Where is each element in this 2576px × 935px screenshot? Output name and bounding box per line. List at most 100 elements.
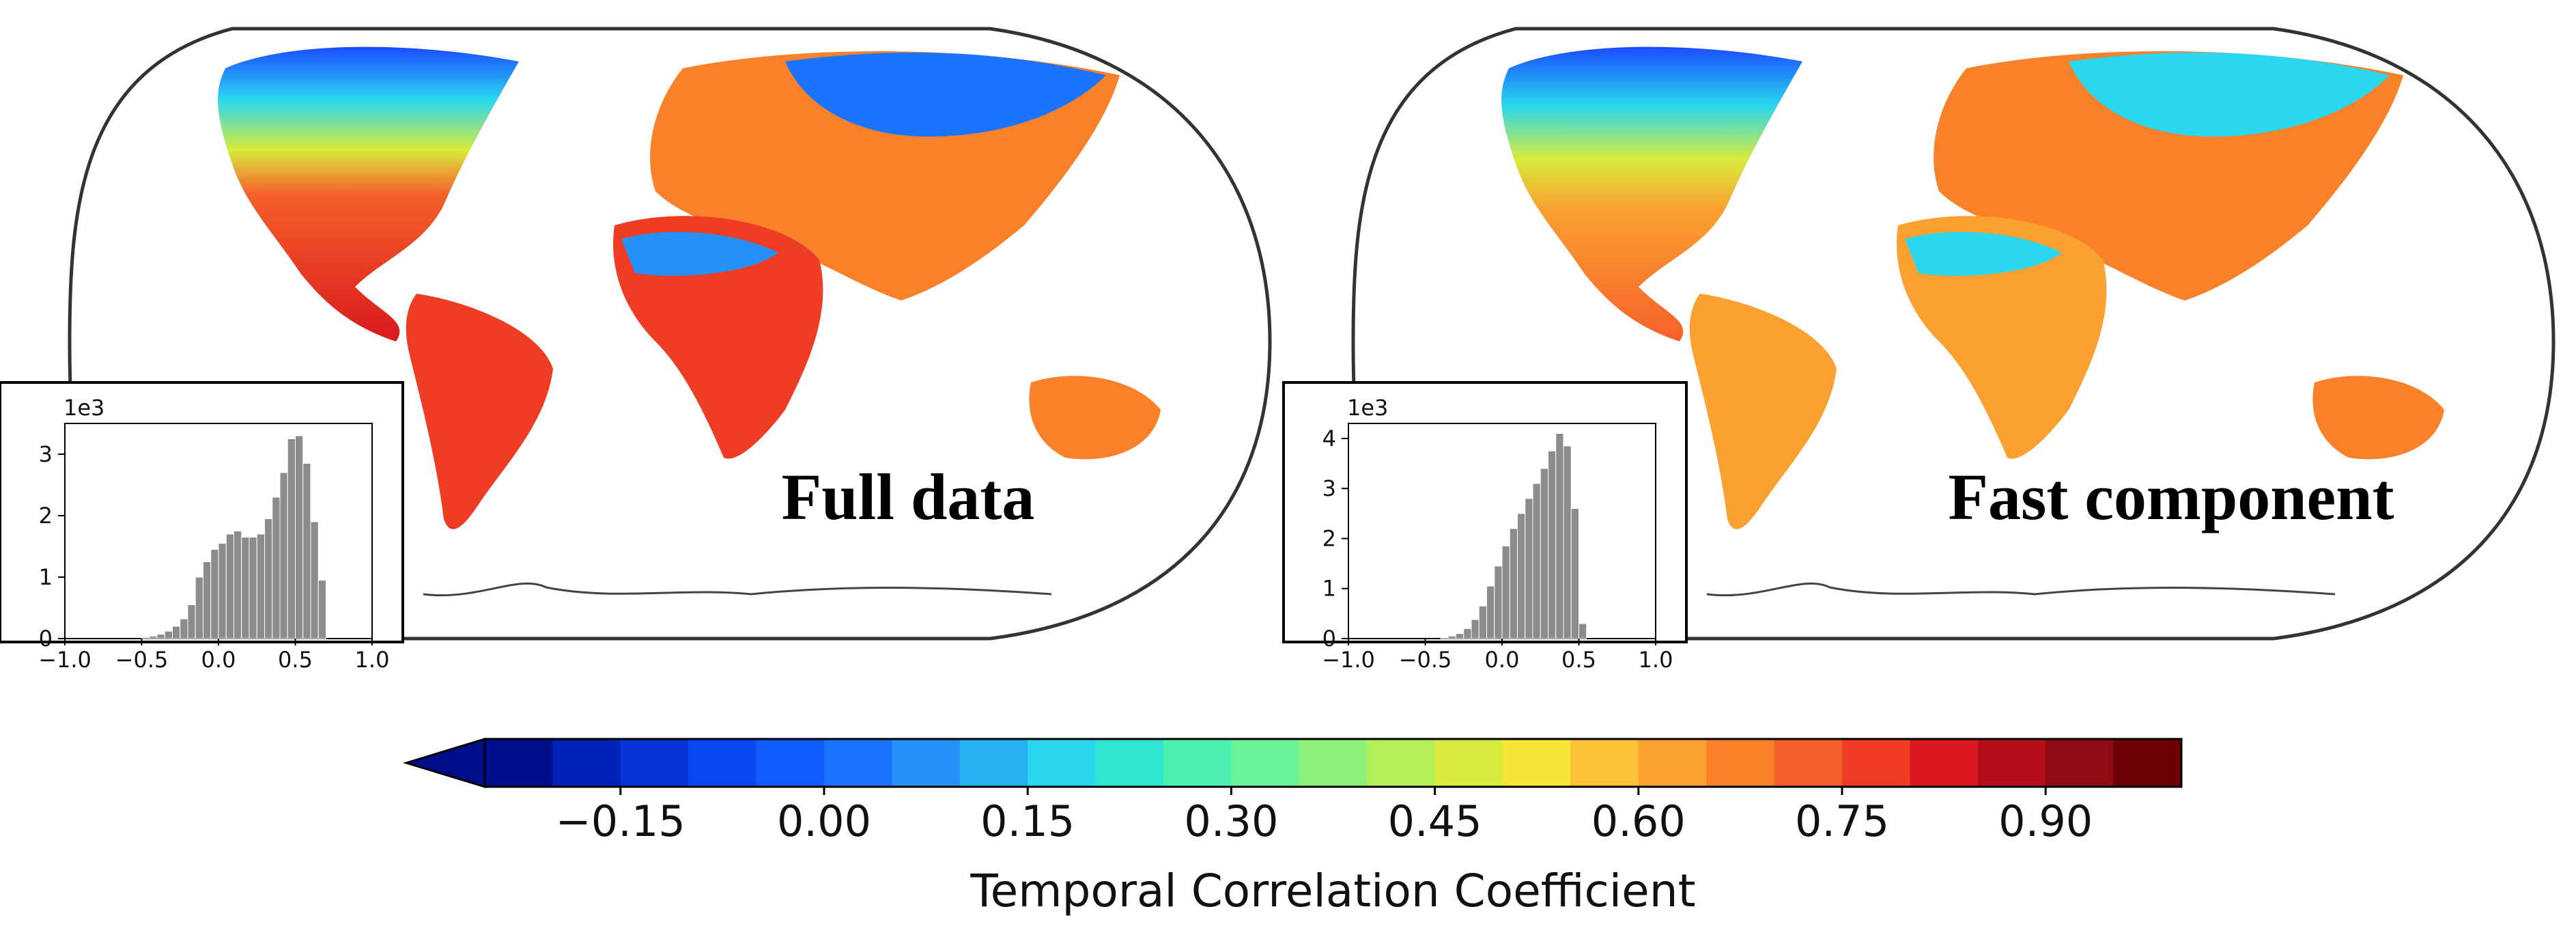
x-tick-label: 0.5 <box>278 647 313 673</box>
histogram-bar <box>310 521 319 639</box>
colorbar-tick-label: 0.75 <box>1795 796 1889 846</box>
map-full-data: Full data −1.0 −0.5 0.0 0.5 1.0 0 1 2 3 1e3 <box>0 27 1272 673</box>
histogram-bar <box>195 576 203 639</box>
africa-landmass <box>613 216 823 459</box>
histogram-bar <box>1440 637 1449 639</box>
histogram-bar <box>156 634 165 639</box>
histogram-inset-frame <box>1282 381 1688 643</box>
y-tick-label: 0 <box>39 626 53 652</box>
panel-title: Fast component <box>1948 460 2394 533</box>
x-tick-label: −1.0 <box>38 647 91 673</box>
histogram-bar <box>180 618 188 639</box>
histogram-bar <box>164 630 173 639</box>
colorbar-segment <box>688 739 757 787</box>
histogram-bar <box>203 561 212 639</box>
australia-landmass <box>1029 376 1161 460</box>
panel-fast-component: Fast component −1.0 −0.5 0.0 0.5 1.0 0 1 2 3 4 1e3 <box>1282 0 2576 683</box>
histogram-bar <box>295 435 304 639</box>
x-tick-label: 0.0 <box>201 647 236 673</box>
y-scale-label: 1e3 <box>63 395 104 421</box>
histogram-bar <box>287 438 296 639</box>
south-america-landmass <box>1689 294 1837 529</box>
histogram-bar <box>279 472 288 639</box>
histogram-bar <box>1525 498 1533 639</box>
colorbar-tick-label: 0.60 <box>1591 796 1686 846</box>
histogram-bar <box>172 626 181 639</box>
histogram-bar <box>302 463 311 639</box>
y-tick-label: 2 <box>1322 525 1336 551</box>
y-tick-label: 3 <box>39 441 53 467</box>
histogram-bar <box>1563 445 1572 639</box>
histogram-full-data: −1.0 −0.5 0.0 0.5 1.0 0 1 2 3 1e3 <box>38 395 389 673</box>
histogram-bar <box>1509 528 1518 639</box>
histogram-bar <box>272 497 281 639</box>
histogram-bar <box>1579 623 1587 639</box>
colorbar-segment <box>2046 739 2114 787</box>
histogram-bar <box>264 518 273 639</box>
histogram-bar <box>233 531 242 639</box>
sahara-region <box>621 232 778 276</box>
histogram-bar <box>1471 619 1480 639</box>
y-tick-label: 2 <box>39 503 53 529</box>
colorbar-frame <box>483 738 2183 788</box>
colorbar-segment <box>1842 739 1910 787</box>
histogram-bar <box>187 604 196 639</box>
colorbar-tick-label: 0.15 <box>980 796 1075 846</box>
y-tick-label: 3 <box>1322 475 1336 501</box>
y-scale-label: 1e3 <box>1347 395 1388 421</box>
colorbar-segment <box>2113 739 2182 787</box>
africa-landmass <box>1897 216 2107 459</box>
colorbar-tick-label: 0.00 <box>777 796 871 846</box>
panel-title: Full data <box>782 460 1035 533</box>
siberia-region <box>2069 52 2390 137</box>
histogram-bar <box>225 533 234 639</box>
histogram-bar <box>1463 628 1472 639</box>
y-tick-label: 1 <box>1322 576 1336 602</box>
north-america-landmass <box>218 46 519 342</box>
colorbar-svg: −0.15 0.00 0.15 0.30 0.45 0.60 0.75 0.90 Tempora… <box>402 737 2183 917</box>
histogram-bar <box>1540 468 1548 639</box>
map-fast-component: Fast component −1.0 −0.5 0.0 0.5 1.0 0 1 2 3 4 1e3 <box>1282 27 2556 673</box>
colorbar-label: Temporal Correlation Coefficient <box>970 865 1696 917</box>
histogram-bar <box>256 533 265 639</box>
histogram-bar <box>1532 483 1541 639</box>
colorbar-segment <box>1570 739 1639 787</box>
histogram-bar <box>1548 450 1557 639</box>
colorbar-segment <box>959 739 1028 787</box>
histogram-fast-component: −1.0 −0.5 0.0 0.5 1.0 0 1 2 3 4 1e3 <box>1322 395 1673 673</box>
colorbar-segment <box>485 739 553 787</box>
x-tick-label: −0.5 <box>115 647 169 673</box>
histogram-bar <box>1501 545 1510 639</box>
histogram-bar <box>1486 585 1495 639</box>
histogram-bar <box>1517 513 1526 639</box>
antarctica-outline <box>423 582 1052 597</box>
colorbar-segment <box>552 739 621 787</box>
australia-landmass <box>2312 376 2444 460</box>
colorbar-segment <box>1299 739 1368 787</box>
x-tick-label: 0.5 <box>1561 647 1596 673</box>
histogram-bar <box>141 637 150 639</box>
histogram-bar <box>210 549 219 639</box>
colorbar-segment <box>892 739 961 787</box>
x-tick-label: 1.0 <box>355 647 390 673</box>
y-tick-label: 0 <box>1322 626 1336 652</box>
colorbar-segment <box>1163 739 1232 787</box>
antarctica-outline <box>1706 582 2336 597</box>
x-tick-label: 0.0 <box>1485 647 1520 673</box>
sahara-region <box>1905 232 2062 276</box>
colorbar-segment <box>756 739 825 787</box>
histogram-bar <box>1570 508 1579 639</box>
histogram-bar <box>218 543 227 639</box>
colorbar: −0.15 0.00 0.15 0.30 0.45 0.60 0.75 0.90 Tempora… <box>0 724 2576 929</box>
colorbar-segment <box>1706 739 1775 787</box>
colorbar-tick-label: 0.30 <box>1184 796 1278 846</box>
panel-full-data: Full data −1.0 −0.5 0.0 0.5 1.0 0 1 2 3 1e3 <box>0 0 1284 683</box>
colorbar-segment <box>1503 739 1571 787</box>
x-tick-label: −0.5 <box>1399 647 1452 673</box>
colorbar-segment <box>1774 739 1843 787</box>
colorbar-extend-min <box>402 737 486 789</box>
colorbar-tick-label: −0.15 <box>556 796 685 846</box>
colorbar-segment <box>1367 739 1436 787</box>
histogram-bar <box>249 537 257 639</box>
colorbar-segment <box>620 739 689 787</box>
